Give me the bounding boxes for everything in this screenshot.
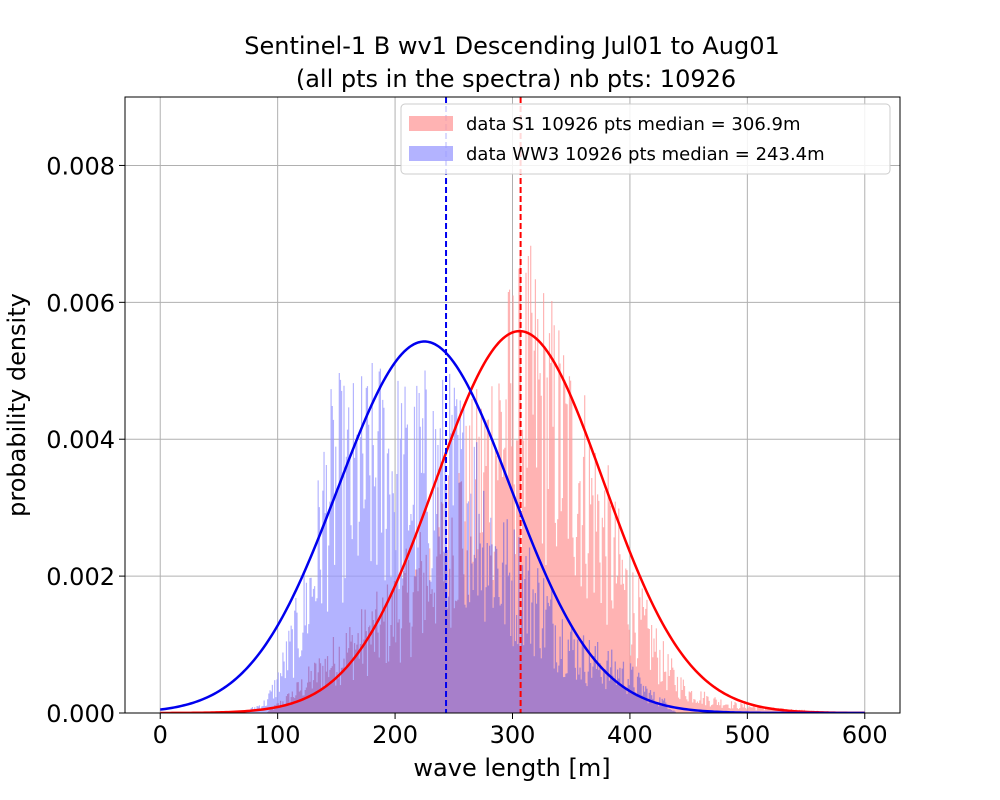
chart-title: Sentinel-1 B wv1 Descending Jul01 to Aug… — [244, 32, 779, 60]
legend-label-s1: data S1 10926 pts median = 306.9m — [466, 114, 801, 135]
bars-overlap — [265, 442, 677, 713]
legend: data S1 10926 pts median = 306.9m data W… — [400, 103, 891, 175]
legend-swatch-s1 — [409, 116, 453, 131]
chart-subtitle: (all pts in the spectra) nb pts: 10926 — [296, 65, 736, 93]
y-tick-label: 0.008 — [46, 152, 115, 180]
legend-box — [400, 103, 891, 175]
y-tick-label: 0.004 — [46, 426, 115, 454]
y-tick-label: 0.000 — [46, 700, 115, 728]
x-tick-label: 500 — [724, 721, 770, 749]
y-axis-label: probability density — [3, 293, 31, 517]
fit-curve-0 — [160, 329, 865, 713]
legend-label-ww3: data WW3 10926 pts median = 243.4m — [466, 144, 825, 165]
x-tick-label: 200 — [372, 721, 418, 749]
x-axis-ticks: 0 100 200 300 400 500 600 — [153, 713, 888, 749]
histogram-bars — [242, 245, 865, 713]
x-axis-label: wave length [m] — [413, 754, 610, 782]
overlap-bars — [265, 442, 677, 713]
y-tick-label: 0.006 — [46, 289, 115, 317]
x-tick-label: 600 — [842, 721, 888, 749]
y-tick-label: 0.002 — [46, 563, 115, 591]
x-tick-label: 0 — [153, 721, 168, 749]
legend-swatch-ww3 — [409, 146, 453, 161]
x-tick-label: 300 — [490, 721, 536, 749]
y-axis-ticks: 0.000 0.002 0.004 0.006 0.008 — [46, 152, 125, 728]
x-tick-label: 100 — [255, 721, 301, 749]
x-tick-label: 400 — [607, 721, 653, 749]
